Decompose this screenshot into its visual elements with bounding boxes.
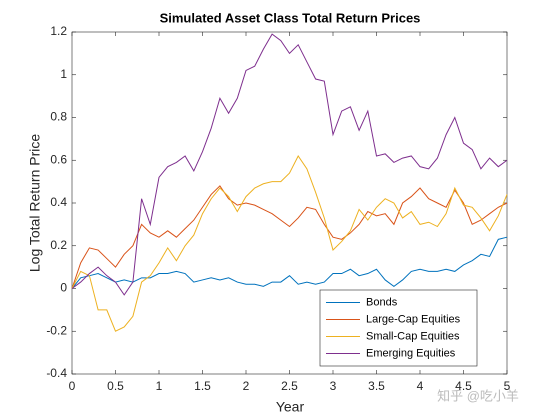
x-tick-label: 3.5 [368,379,385,393]
series-line [71,185,508,289]
y-tick-label: -0.2 [46,323,67,337]
x-tick-label: 3 [330,379,337,393]
y-tick-label: 1 [60,67,67,81]
series-line [71,33,508,296]
y-tick-label: 0.8 [50,110,67,124]
legend-label: Small-Cap Equities [366,330,460,342]
x-tick-label: 2 [243,379,250,393]
x-tick-label: 5 [504,379,511,393]
y-tick-label: -0.4 [46,366,67,380]
x-tick-label: 1.5 [194,379,211,393]
legend: Bonds Large-Cap Equities Small-Cap Equitie… [319,289,478,367]
watermark: 知乎 @吃小羊 [437,388,519,403]
y-tick-label: 0.4 [50,195,67,209]
series-line [71,154,508,332]
y-tick-label: 0.2 [50,238,67,252]
y-tick-label: 1.2 [50,24,67,38]
x-tick-label: 4.5 [455,379,472,393]
x-axis-label: Year [276,399,305,415]
x-tick-label: 0 [69,379,76,393]
y-tick-label: 0.6 [50,152,67,166]
y-axis-label: Log Total Return Price [27,134,43,272]
chart-title: Simulated Asset Class Total Return Price… [160,10,421,25]
legend-label: Bonds [366,296,398,308]
x-tick-label: 1 [156,379,163,393]
x-tick-label: 4 [417,379,424,393]
legend-label: Large-Cap Equities [366,313,461,325]
y-tick-label: 0 [60,281,67,295]
series-line [71,236,508,289]
x-tick-label: 2.5 [281,379,298,393]
x-tick-label: 0.5 [107,379,124,393]
legend-label: Emerging Equities [366,347,456,359]
